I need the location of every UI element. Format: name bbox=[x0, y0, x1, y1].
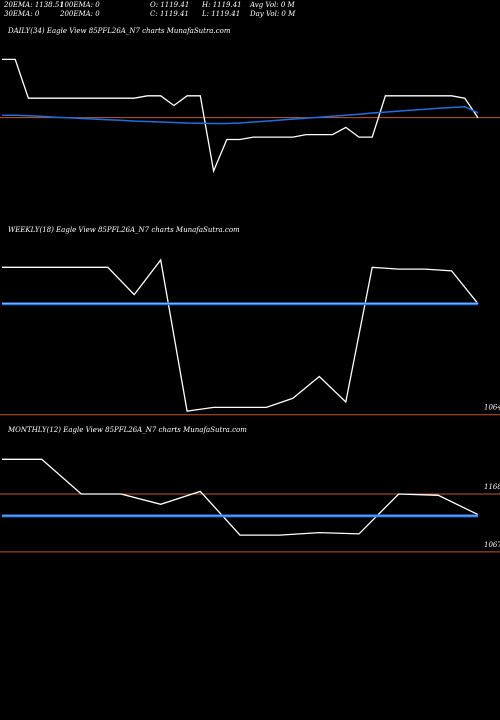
weekly-price-line bbox=[2, 258, 479, 412]
monthly-level-label-0: 1168 bbox=[484, 483, 500, 491]
daily-chart-title: DAILY(34) Eagle View 85PFL26A_N7 charts … bbox=[8, 27, 231, 35]
monthly-price-line bbox=[2, 458, 479, 536]
monthly-level-label-1: 1067 bbox=[484, 541, 500, 549]
open-label: O: 1119.41 bbox=[150, 1, 190, 9]
monthly-chart-title: MONTHLY(12) Eagle View 85PFL26A_N7 chart… bbox=[8, 426, 247, 434]
ema30-label: 30EMA: 0 bbox=[4, 10, 40, 18]
avg-vol-label: Avg Vol: 0 M bbox=[250, 1, 295, 9]
daily-price-line bbox=[2, 58, 479, 174]
weekly-chart-title: WEEKLY(18) Eagle View 85PFL26A_N7 charts… bbox=[8, 226, 240, 234]
daily-ema-line bbox=[2, 105, 479, 125]
ema100-label: 100EMA: 0 bbox=[60, 1, 100, 9]
close-label: C: 1119.41 bbox=[150, 10, 189, 18]
low-label: L: 1119.41 bbox=[202, 10, 241, 18]
ema200-label: 200EMA: 0 bbox=[60, 10, 100, 18]
weekly-level-label-0: 1064 bbox=[484, 404, 500, 412]
day-vol-label: Day Vol: 0 M bbox=[250, 10, 296, 18]
high-label: H: 1119.41 bbox=[202, 1, 242, 9]
ema20-label: 20EMA: 1138.51 bbox=[4, 1, 64, 9]
